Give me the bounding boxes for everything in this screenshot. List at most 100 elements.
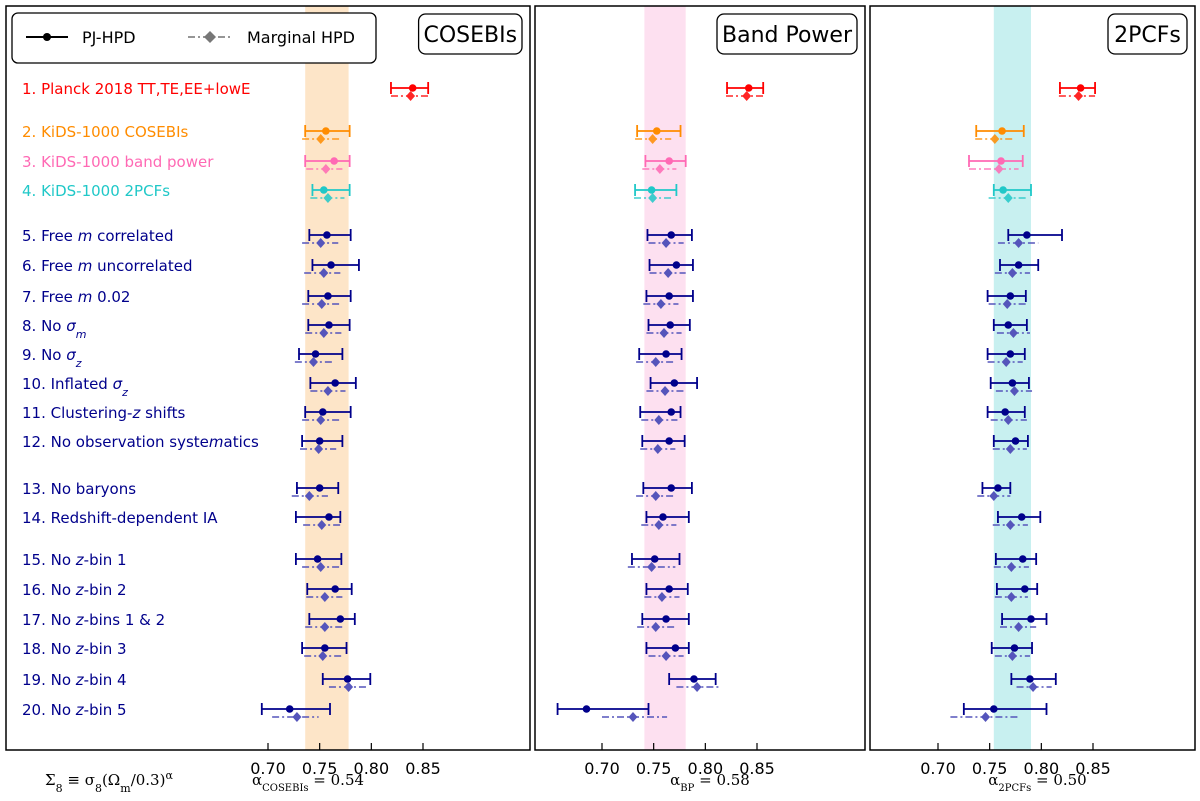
marginal-point	[648, 193, 658, 203]
pj-errorbar	[642, 482, 693, 494]
pj-point	[1017, 513, 1026, 521]
pj-point	[652, 127, 661, 135]
pj-errorbar	[639, 406, 682, 418]
marginal-point	[1014, 238, 1024, 248]
marginal-point	[321, 164, 331, 174]
marginal-errorbar	[302, 562, 341, 572]
pj-point	[408, 84, 417, 92]
marginal-point	[314, 444, 324, 454]
marginal-point	[651, 357, 661, 367]
marginal-errorbar	[994, 592, 1028, 602]
marginal-point	[319, 268, 329, 278]
marginal-errorbar	[994, 268, 1030, 278]
pj-errorbar	[668, 673, 717, 685]
panel-band-power: 0.70 0.75 0.80 0.85 Band Power αBP = 0.58	[534, 5, 866, 794]
marginal-point	[304, 491, 314, 501]
pj-errorbar	[294, 553, 343, 565]
panel-frame	[869, 5, 1196, 751]
marginal-point	[651, 491, 661, 501]
pj-errorbar	[631, 553, 681, 565]
marginal-point	[661, 238, 671, 248]
pj-errorbar	[641, 435, 686, 447]
marginal-errorbar	[988, 299, 1026, 309]
marginal-errorbar	[975, 134, 1013, 144]
marginal-errorbar	[304, 651, 342, 661]
marginal-point	[1002, 299, 1012, 309]
marginal-errorbar	[272, 712, 319, 722]
pj-point	[1076, 84, 1085, 92]
pj-errorbar	[968, 155, 1024, 167]
marginal-point	[1003, 193, 1013, 203]
pj-point	[323, 231, 331, 239]
marginal-errorbar	[310, 193, 345, 203]
marginal-point	[1007, 651, 1017, 661]
marginal-errorbar	[992, 444, 1027, 454]
pj-errorbar	[986, 348, 1026, 360]
marginal-errorbar	[969, 164, 1019, 174]
marginal-point	[656, 299, 666, 309]
marginal-point	[316, 134, 326, 144]
marginal-errorbar	[328, 682, 369, 692]
pj-point	[665, 157, 673, 165]
marginal-point	[742, 91, 752, 101]
marginal-errorbar	[644, 592, 680, 602]
marginal-point	[317, 520, 327, 530]
pj-errorbar	[992, 184, 1032, 196]
marginal-errorbar	[291, 491, 328, 501]
pj-errorbar	[309, 377, 357, 389]
pj-errorbar	[304, 406, 352, 418]
pj-point	[322, 127, 330, 135]
pj-errorbar	[649, 377, 698, 389]
pj-errorbar	[997, 511, 1042, 523]
pj-point	[1014, 261, 1023, 269]
pj-errorbar	[986, 290, 1027, 302]
marginal-point	[316, 415, 326, 425]
marginal-errorbar	[304, 268, 341, 278]
marginal-point	[990, 134, 1000, 144]
marginal-errorbar	[641, 415, 678, 425]
panel-title-box	[716, 13, 858, 55]
pj-point	[336, 615, 345, 623]
marginal-point	[320, 622, 330, 632]
marginal-point	[316, 238, 326, 248]
x-tick-label: 0.70	[584, 759, 620, 778]
pj-errorbar	[994, 553, 1038, 565]
marginal-point	[344, 682, 354, 692]
pj-point	[318, 408, 327, 416]
pj-errorbar	[321, 673, 372, 685]
pj-errorbar	[304, 125, 351, 137]
marginal-point	[317, 299, 327, 309]
marginal-errorbar	[992, 520, 1028, 530]
pj-errorbar	[311, 259, 360, 271]
marginal-point	[651, 622, 661, 632]
pj-point	[659, 513, 667, 521]
pj-errorbar	[556, 703, 650, 715]
pj-errorbar	[1010, 673, 1057, 685]
marginal-errorbar	[305, 328, 342, 338]
panel-2pcfs: 0.70 0.75 0.80 0.85 2PCFs α2PCFs = 0.50	[869, 5, 1196, 794]
x-tick-label: 0.70	[250, 759, 286, 778]
marginal-errorbar	[726, 91, 766, 101]
marginal-errorbar	[302, 299, 341, 309]
pj-point	[1006, 350, 1015, 358]
marginal-errorbar	[305, 622, 345, 632]
fiducial-band	[993, 6, 1031, 750]
alpha-label: α2PCFs = 0.50	[988, 771, 1086, 794]
pj-errorbar	[307, 319, 351, 331]
pj-errorbar	[260, 703, 331, 715]
pj-point	[324, 292, 332, 300]
pj-errorbar	[981, 482, 1012, 494]
pj-point	[671, 644, 680, 652]
row-label: 14. Redshift-dependent IA	[22, 509, 218, 527]
pj-errorbar	[646, 229, 693, 241]
marginal-point	[654, 415, 664, 425]
pj-point	[331, 379, 339, 387]
pj-point	[325, 321, 333, 329]
pj-point	[665, 437, 673, 445]
pj-point	[1021, 585, 1029, 593]
marginal-point	[659, 328, 669, 338]
x-tick-label: 0.80	[1024, 759, 1060, 778]
marginal-point	[320, 592, 330, 602]
pj-point	[313, 555, 322, 563]
row-label: 20. No z-bin 5	[22, 701, 127, 719]
